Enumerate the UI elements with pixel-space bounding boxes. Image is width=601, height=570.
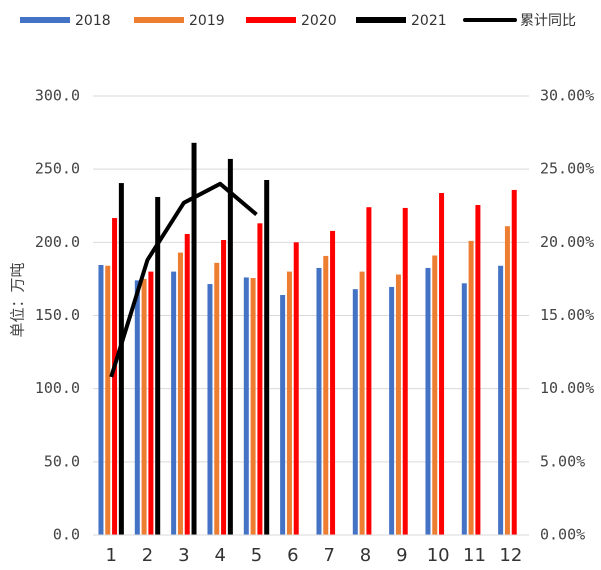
x-tick-label: 1 bbox=[105, 545, 116, 566]
legend-label: 2021 bbox=[411, 13, 447, 29]
bar bbox=[389, 286, 395, 535]
bar bbox=[359, 271, 365, 535]
bar bbox=[504, 226, 510, 535]
bar bbox=[402, 207, 408, 535]
bar bbox=[243, 277, 249, 535]
x-tick-label: 2 bbox=[142, 545, 153, 566]
line bbox=[109, 181, 258, 378]
bar bbox=[98, 265, 104, 535]
y-tick-label: 250.0 bbox=[35, 160, 80, 178]
bar bbox=[250, 278, 256, 535]
bar bbox=[366, 207, 372, 536]
bar bbox=[264, 179, 270, 535]
bar bbox=[511, 189, 517, 536]
bar bbox=[221, 239, 227, 535]
y2-tick-label: 20.00% bbox=[540, 233, 594, 251]
x-tick-label: 10 bbox=[427, 545, 450, 566]
bar bbox=[191, 142, 197, 535]
y2-tick-label: 15.00% bbox=[540, 306, 594, 324]
x-tick-label: 5 bbox=[251, 545, 262, 566]
y2-tick-label: 10.00% bbox=[540, 379, 594, 397]
x-tick-label: 6 bbox=[287, 545, 298, 566]
legend-label: 2019 bbox=[189, 13, 225, 29]
bar bbox=[439, 193, 445, 536]
bar bbox=[214, 262, 220, 535]
legend-swatch bbox=[20, 17, 70, 23]
bar bbox=[280, 295, 286, 535]
y-tick-label: 50.0 bbox=[44, 452, 80, 470]
bar bbox=[257, 223, 263, 535]
legend-label: 2018 bbox=[75, 13, 111, 29]
x-tick-label: 8 bbox=[360, 545, 371, 566]
x-tick-label: 11 bbox=[463, 545, 486, 566]
bar bbox=[432, 255, 438, 535]
y2-tick-label: 25.00% bbox=[540, 160, 594, 178]
y2-tick-label: 30.00% bbox=[540, 87, 594, 105]
bar bbox=[112, 218, 118, 536]
bar bbox=[316, 267, 322, 535]
bar bbox=[468, 240, 474, 535]
bar bbox=[141, 278, 147, 535]
bar bbox=[461, 283, 467, 535]
y-tick-label: 100.0 bbox=[35, 379, 80, 397]
bar bbox=[184, 233, 190, 535]
legend-swatch bbox=[246, 17, 296, 23]
y-tick-label: 200.0 bbox=[35, 233, 80, 251]
bar bbox=[105, 265, 111, 535]
bar bbox=[352, 289, 358, 535]
y-tick-label: 300.0 bbox=[35, 87, 80, 105]
y2-tick-label: 5.00% bbox=[540, 452, 585, 470]
legend-label: 2020 bbox=[301, 13, 337, 29]
y-axis-title: 单位：万吨 bbox=[9, 262, 27, 337]
bar bbox=[171, 271, 177, 535]
y-tick-label: 150.0 bbox=[35, 306, 80, 324]
bar bbox=[425, 267, 431, 535]
bar bbox=[286, 271, 292, 535]
bar bbox=[293, 242, 299, 536]
bar bbox=[177, 252, 183, 535]
bar bbox=[207, 284, 213, 535]
legend-swatch bbox=[134, 17, 184, 23]
y-tick-label: 0.0 bbox=[53, 526, 80, 544]
bar bbox=[148, 271, 154, 535]
bar bbox=[118, 183, 124, 535]
bar bbox=[134, 280, 140, 535]
bar bbox=[330, 230, 336, 536]
x-tick-label: 4 bbox=[214, 545, 225, 566]
bar bbox=[323, 255, 329, 536]
bar bbox=[475, 205, 481, 536]
x-tick-label: 3 bbox=[178, 545, 189, 566]
y2-tick-label: 0.00% bbox=[540, 526, 585, 544]
x-tick-label: 9 bbox=[396, 545, 407, 566]
x-tick-label: 12 bbox=[499, 545, 522, 566]
bar bbox=[227, 158, 233, 535]
bar bbox=[498, 265, 504, 535]
bar bbox=[155, 196, 161, 535]
x-tick-label: 7 bbox=[323, 545, 334, 566]
legend-swatch bbox=[356, 17, 406, 23]
bar bbox=[395, 274, 401, 535]
legend-label: 累计同比 bbox=[520, 13, 576, 29]
